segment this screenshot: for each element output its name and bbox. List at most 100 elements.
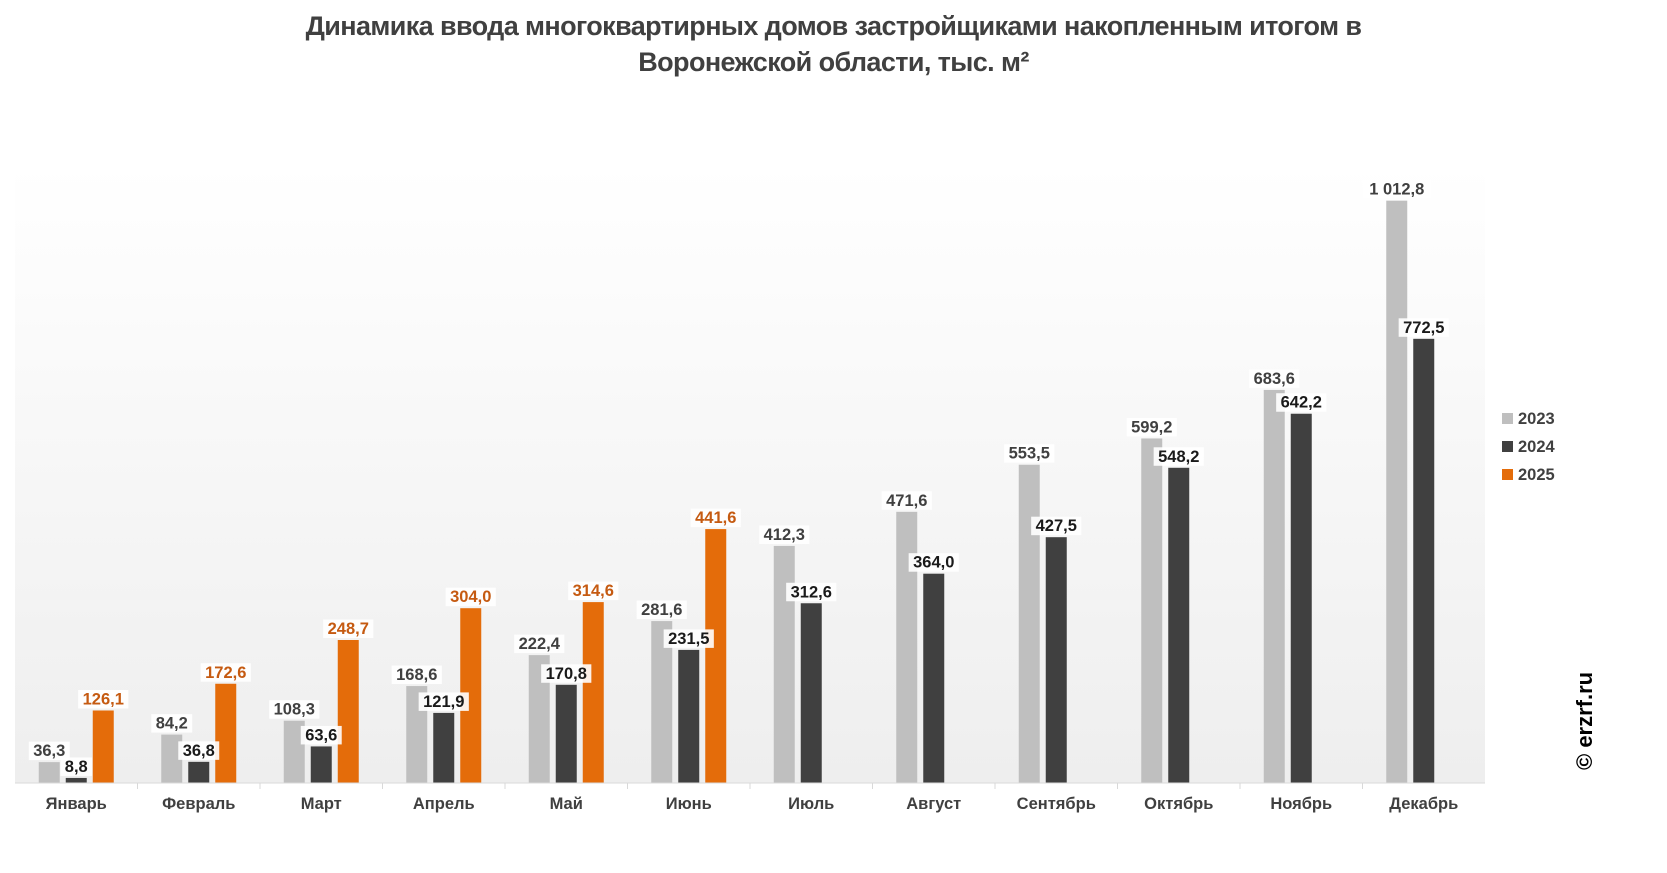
bar-2024-9 [1045, 537, 1067, 783]
data-label-2023-6: 281,6 [641, 601, 682, 619]
data-label-2024-5: 170,8 [546, 665, 587, 683]
data-label-2024-10: 548,2 [1158, 448, 1199, 466]
bar-2024-1 [65, 777, 87, 783]
data-label-2025-2: 172,6 [205, 664, 246, 682]
bar-2025-4 [460, 608, 482, 783]
x-axis-ticks [137, 783, 1363, 789]
x-tick-label-1: Январь [46, 795, 107, 813]
data-label-2024-2: 36,8 [183, 742, 215, 760]
legend-swatch-2023 [1502, 413, 1513, 424]
data-label-2024-8: 364,0 [913, 554, 954, 572]
x-tick-label-6: Июнь [666, 795, 712, 813]
data-label-bg [541, 664, 592, 683]
x-tick-label-5: Май [550, 795, 583, 813]
bar-2025-2 [215, 683, 237, 783]
data-label-bg [786, 582, 837, 602]
data-label-2024-9: 427,5 [1036, 517, 1077, 535]
data-label-bg [151, 714, 193, 733]
bar-2023-3 [283, 720, 305, 783]
data-label-2023-8: 471,6 [886, 492, 927, 510]
bar-2025-3 [337, 639, 359, 783]
data-label-2023-12: 1 012,8 [1369, 181, 1424, 199]
bar-2023-10 [1141, 438, 1163, 783]
x-tick-label-10: Октябрь [1144, 795, 1213, 813]
bar-2023-2 [161, 734, 183, 783]
x-tick-label-8: Август [906, 795, 961, 813]
data-label-bg [269, 700, 320, 719]
bar-2024-7 [800, 603, 822, 783]
bar-2024-3 [310, 746, 332, 783]
data-label-2025-5: 314,6 [573, 582, 614, 600]
data-label-bg [568, 581, 619, 601]
data-label-bg [200, 663, 251, 682]
legend-label-2023: 2023 [1518, 410, 1555, 428]
data-label-2024-1: 8,8 [65, 758, 88, 776]
data-label-2023-5: 222,4 [519, 635, 561, 653]
legend-label-2025: 2025 [1518, 466, 1555, 484]
data-label-2023-11: 683,6 [1254, 370, 1295, 388]
bar-2024-10 [1168, 467, 1190, 783]
data-label-2023-3: 108,3 [274, 701, 315, 719]
data-label-bg [418, 692, 469, 711]
x-tick-label-2: Февраль [162, 795, 235, 813]
x-tick-label-12: Декабрь [1389, 795, 1458, 813]
x-axis-tick-labels: Январь Февраль Март Апрель Май Июнь Июль Август… [46, 795, 1459, 813]
bar-2024-12 [1413, 338, 1435, 783]
bar-2023-6 [651, 621, 673, 783]
data-label-bg [1031, 516, 1082, 536]
x-tick-label-3: Март [301, 795, 342, 813]
data-label-bg [1004, 444, 1055, 463]
data-label-2024-7: 312,6 [791, 583, 832, 601]
bar-2024-5 [555, 684, 577, 783]
data-label-bg [178, 741, 220, 760]
bar-2023-8 [896, 511, 918, 783]
data-label-bg [1249, 369, 1300, 388]
data-label-2023-2: 84,2 [156, 715, 188, 733]
data-label-2025-3: 248,7 [328, 620, 369, 638]
chart-title-line-1: Динамика ввода многоквартирных домов зас… [305, 11, 1362, 41]
bar-2025-1 [92, 710, 114, 783]
bars-layer [38, 200, 1435, 783]
watermark: © erzrf.ru [1572, 671, 1597, 770]
data-label-bg [300, 725, 342, 745]
data-label-bg [445, 587, 496, 607]
data-label-bg [759, 525, 810, 544]
data-label-2023-4: 168,6 [396, 666, 437, 684]
legend-swatch-2024 [1502, 441, 1513, 452]
data-label-2023-10: 599,2 [1131, 418, 1172, 436]
data-label-bg [908, 553, 959, 572]
data-label-bg [636, 600, 687, 620]
data-label-2023-7: 412,3 [764, 526, 805, 544]
bar-2023-11 [1263, 389, 1285, 783]
data-label-bg [1398, 318, 1449, 337]
chart-title: Динамика ввода многоквартирных домов зас… [0, 8, 1667, 80]
bar-2023-7 [773, 545, 795, 783]
data-label-bg [1362, 180, 1432, 199]
legend-label-2024: 2024 [1518, 438, 1556, 456]
data-label-bg [1126, 417, 1177, 437]
data-label-bg [391, 665, 442, 685]
data-label-2024-4: 121,9 [423, 693, 464, 711]
data-labels-layer: 36,38,8 126,1 84,2 36,8 172,6 108,3 63,6 248,7 1… [28, 180, 1449, 776]
data-label-bg [514, 634, 565, 654]
bar-2023-5 [528, 655, 550, 783]
chart-title-line-2: Воронежской области, тыс. м² [638, 47, 1029, 77]
bar-2023-12 [1386, 200, 1408, 783]
x-tick-label-4: Апрель [413, 795, 475, 813]
x-tick-label-11: Ноябрь [1270, 795, 1332, 813]
data-label-bg [1276, 393, 1327, 412]
data-label-2024-11: 642,2 [1281, 394, 1322, 412]
data-label-2023-1: 36,3 [33, 742, 65, 760]
plot-area [15, 165, 1485, 783]
data-label-bg [323, 619, 374, 638]
data-label-2024-12: 772,5 [1403, 319, 1444, 337]
x-tick-label-9: Сентябрь [1017, 795, 1096, 813]
x-tick-label-7: Июль [788, 795, 834, 813]
bar-2024-8 [923, 573, 945, 783]
data-label-2023-9: 553,5 [1009, 445, 1050, 463]
bar-2025-5 [582, 602, 604, 783]
data-label-2025-4: 304,0 [450, 588, 491, 606]
data-label-bg [690, 508, 741, 528]
bar-2024-6 [678, 649, 700, 783]
legend-swatch-2025 [1502, 469, 1513, 480]
